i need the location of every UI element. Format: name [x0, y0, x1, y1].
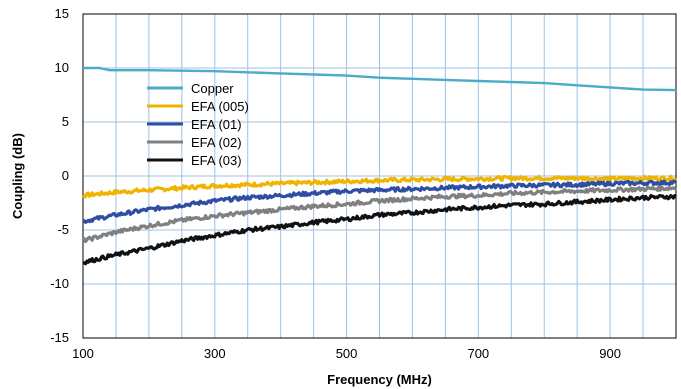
x-tick-label: 700 — [467, 346, 489, 361]
legend-label: EFA (005) — [191, 99, 249, 114]
legend-label: EFA (02) — [191, 135, 242, 150]
y-tick-label: 0 — [62, 168, 69, 183]
y-tick-label: 5 — [62, 114, 69, 129]
y-tick-label: 10 — [55, 60, 69, 75]
legend: Copper EFA (005) EFA (01) EFA (02) EFA (03) — [147, 81, 249, 168]
x-tick-label: 500 — [336, 346, 358, 361]
x-tick-label: 300 — [204, 346, 226, 361]
y-tick-label: -5 — [57, 222, 69, 237]
series-line-copper — [83, 66, 677, 92]
y-axis-title: Coupling (dB) — [10, 133, 25, 219]
legend-label: EFA (03) — [191, 153, 242, 168]
series-line-efa-03 — [82, 193, 677, 266]
series-line-efa-005 — [82, 174, 677, 199]
x-tick-label: 900 — [599, 346, 621, 361]
legend-label: Copper — [191, 81, 234, 96]
y-axis-ticks: 15 10 5 0 -5 -10 -15 — [50, 6, 69, 345]
legend-label: EFA (01) — [191, 117, 242, 132]
plot-area-frame — [82, 13, 677, 339]
y-tick-label: -15 — [50, 330, 69, 345]
series-line-efa-02 — [81, 185, 677, 244]
y-tick-label: -10 — [50, 276, 69, 291]
y-tick-label: 15 — [55, 6, 69, 21]
x-tick-label: 100 — [72, 346, 94, 361]
series-lines — [81, 66, 678, 266]
x-axis-ticks: 100 300 500 700 900 — [72, 346, 621, 361]
series-line-efa-01 — [82, 179, 678, 224]
x-axis-title: Frequency (MHz) — [327, 372, 432, 387]
